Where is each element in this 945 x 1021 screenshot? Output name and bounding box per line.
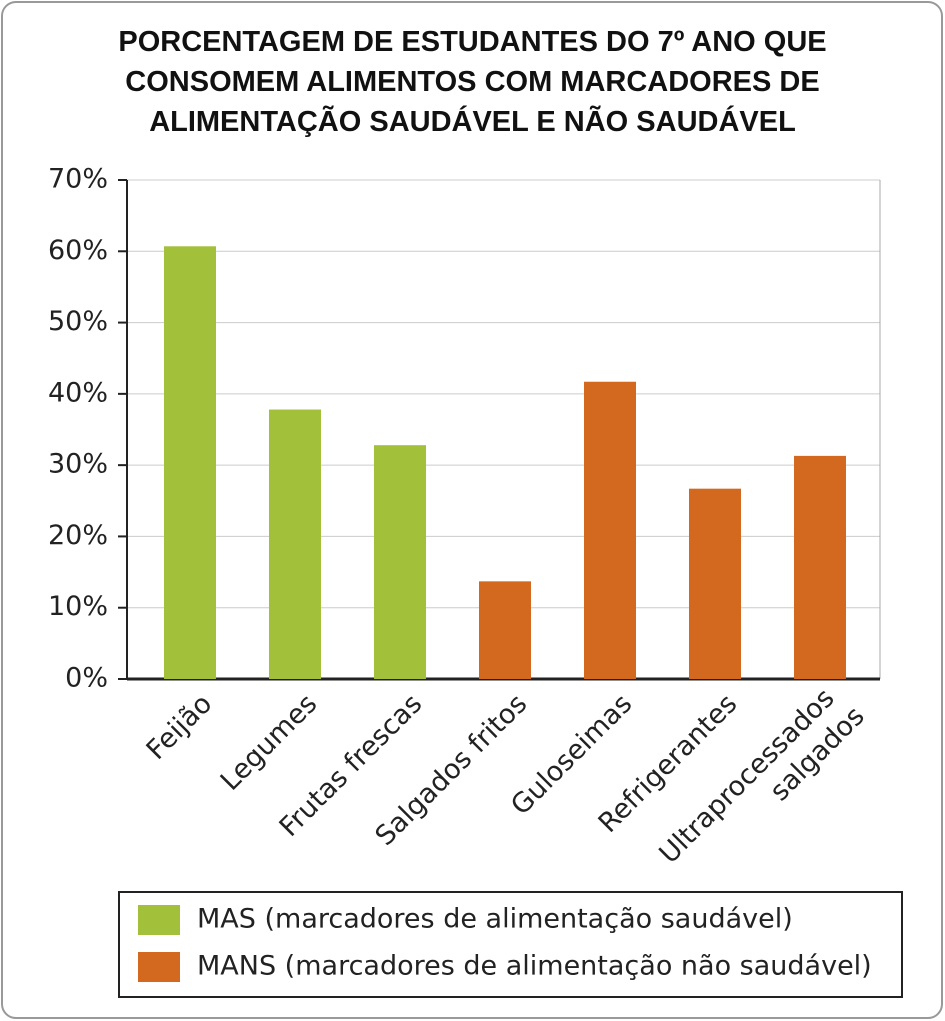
legend-swatch [138,952,180,982]
y-tick-label: 60% [48,235,108,266]
x-tick-label: Ultraprocessados salgados [653,676,870,893]
y-tick-label: 10% [48,591,108,622]
x-tick-label: Legumes [215,688,323,796]
bar [584,381,636,679]
y-tick-label: 50% [48,306,108,337]
chart-title: PORCENTAGEM DE ESTUDANTES DO 7º ANO QUE … [118,26,827,138]
legend-label: MAS (marcadores de alimentação saudável) [197,904,793,935]
bar [794,455,846,679]
bar [479,581,531,679]
bar [164,246,216,679]
y-tick-label: 0% [65,663,108,694]
y-tick-label: 70% [48,164,108,195]
x-tick-label: Feijão [141,688,219,766]
bar [269,409,321,679]
bar [374,445,426,679]
y-tick-label: 30% [48,449,108,480]
legend-box [118,891,903,998]
legend-swatch [138,905,180,935]
bar [689,488,741,679]
y-tick-label: 20% [48,520,108,551]
y-tick-label: 40% [48,377,108,408]
legend-label: MANS (marcadores de alimentação não saud… [197,951,872,982]
